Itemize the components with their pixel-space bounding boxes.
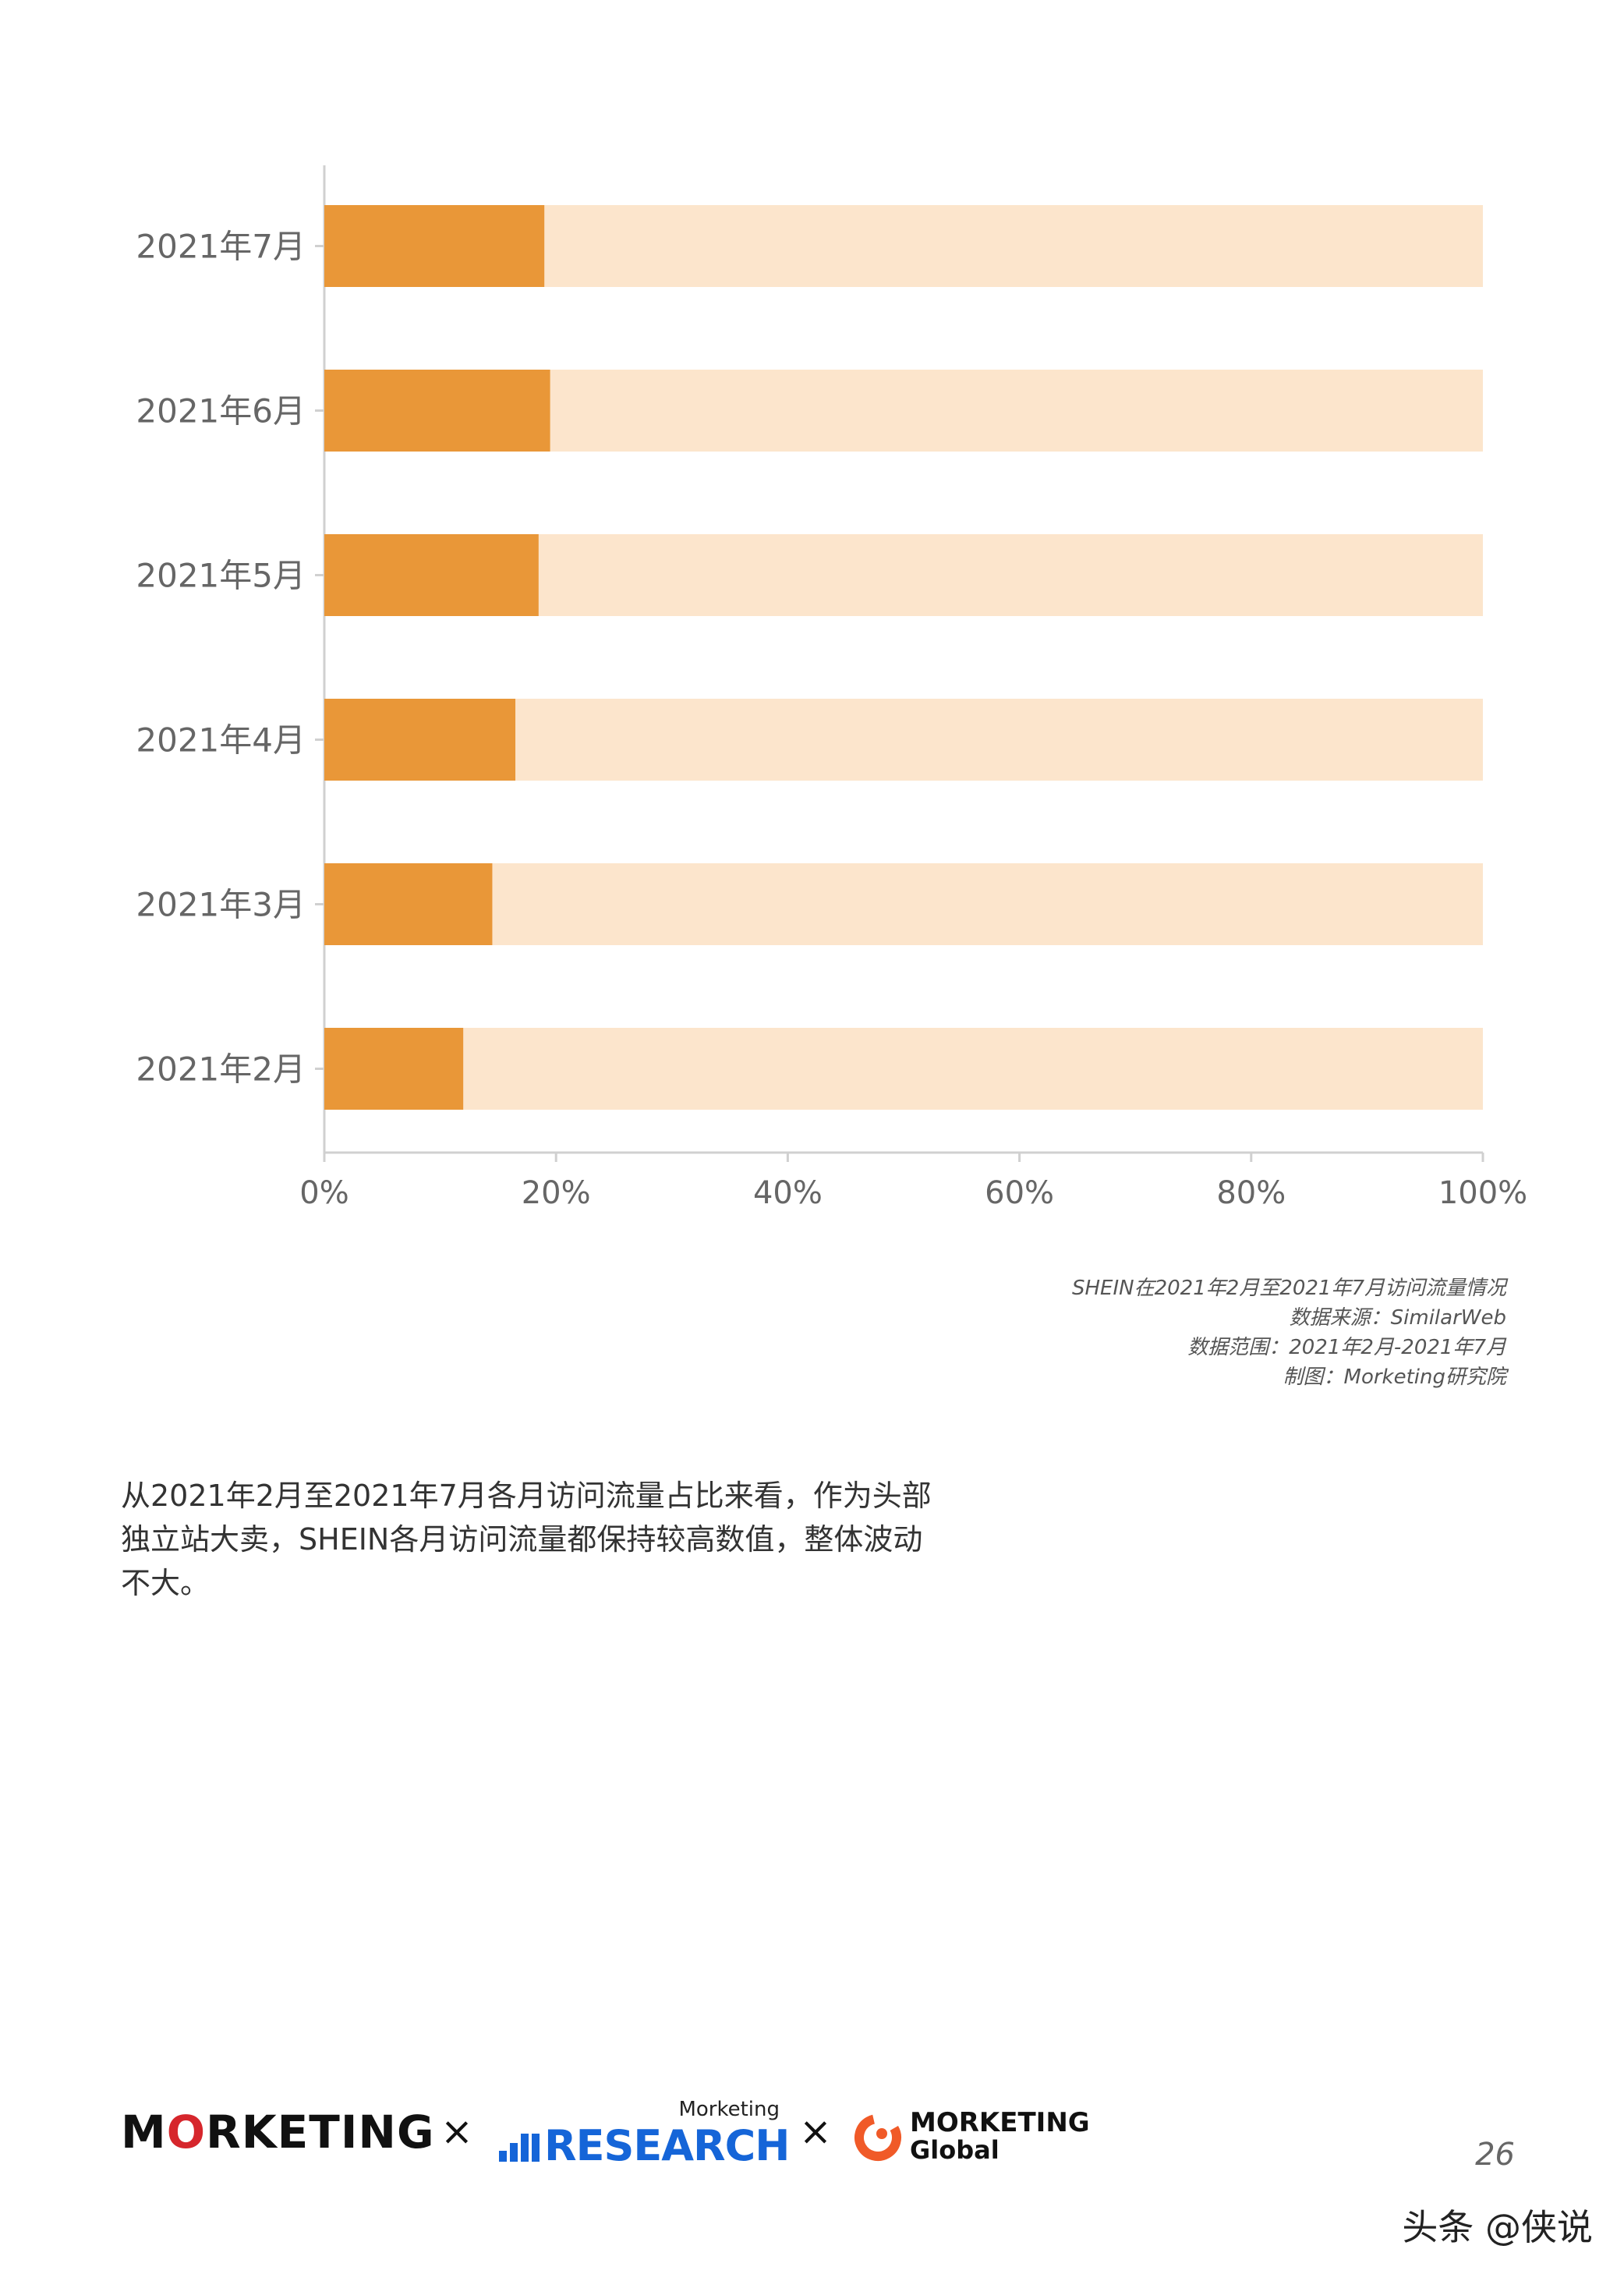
research-logo-text: RESEARCH xyxy=(544,2121,790,2170)
bar-share xyxy=(324,205,545,287)
research-logo-small-text: Morketing xyxy=(678,2098,780,2121)
footer-logos: MORKETING × Morketing RESEARCH × MORKETI… xyxy=(121,2098,1134,2170)
caption-author: 制图：Morketing研究院 xyxy=(1283,1365,1506,1389)
bar-remainder xyxy=(538,534,1484,616)
morketing-research-logo: Morketing RESEARCH xyxy=(499,2098,790,2170)
caption-source: 数据来源：SimilarWeb xyxy=(1289,1306,1506,1330)
bar-share xyxy=(324,534,539,616)
global-logo-line1: MORKETING xyxy=(910,2107,1090,2138)
body-line-3: 不大。 xyxy=(121,1566,211,1600)
x-tick-label: 60% xyxy=(985,1175,1054,1211)
bar-share xyxy=(324,1028,464,1110)
chart-labels: 0% 20% 40% 60% 80% 100% 2021年7月 2021年6月 2021年5月 2… xyxy=(136,228,1527,1212)
bar-remainder xyxy=(463,1028,1483,1110)
times-symbol-2: × xyxy=(799,2109,832,2154)
global-logo-icon xyxy=(854,2114,901,2161)
x-tick-label: 100% xyxy=(1438,1175,1527,1211)
morketing-o-mark: O xyxy=(166,2106,207,2159)
bar-remainder xyxy=(550,370,1483,452)
y-tick-label: 2021年5月 xyxy=(136,557,306,595)
caption-range: 数据范围：2021年2月-2021年7月 xyxy=(1187,1336,1506,1359)
y-tick-label: 2021年7月 xyxy=(136,228,306,266)
bar-chart: 0% 20% 40% 60% 80% 100% 2021年7月 2021年6月 2021年5月 2… xyxy=(136,165,1527,1212)
research-bars-icon xyxy=(499,2134,546,2162)
body-paragraph: 从2021年2月至2021年7月各月访问流量占比来看，作为头部 独立站大卖，SH… xyxy=(121,1474,963,1605)
y-tick-label: 2021年2月 xyxy=(136,1050,306,1089)
bar-share xyxy=(324,370,550,452)
global-logo-line2: Global xyxy=(910,2135,1000,2165)
bar-remainder xyxy=(515,699,1484,781)
morketing-logo: MORKETING xyxy=(121,2106,435,2159)
chart-bars xyxy=(324,205,1484,1110)
body-line-1: 从2021年2月至2021年7月各月访问流量占比来看，作为头部 xyxy=(121,1479,932,1513)
bar-share xyxy=(324,863,493,945)
x-tick-label: 40% xyxy=(753,1175,823,1211)
body-line-2: 独立站大卖，SHEIN各月访问流量都保持较高数值，整体波动 xyxy=(121,1522,923,1557)
y-tick-label: 2021年6月 xyxy=(136,392,306,430)
y-tick-label: 2021年4月 xyxy=(136,721,306,760)
bar-share xyxy=(324,699,516,781)
x-tick-label: 20% xyxy=(522,1175,591,1211)
bar-remainder xyxy=(544,205,1483,287)
morketing-global-logo: MORKETING Global xyxy=(854,2102,1103,2168)
caption-title: SHEIN在2021年2月至2021年7月访问流量情况 xyxy=(1071,1277,1506,1300)
chart-caption: SHEIN在2021年2月至2021年7月访问流量情况 数据来源：Similar… xyxy=(1072,1273,1506,1392)
x-tick-label: 80% xyxy=(1216,1175,1286,1211)
bar-remainder xyxy=(492,863,1483,945)
page-number: 26 xyxy=(1475,2137,1515,2173)
chart-axes xyxy=(315,165,1484,1162)
times-symbol-1: × xyxy=(440,2109,473,2154)
watermark-text: 头条 @侠说 xyxy=(1402,2206,1593,2248)
y-tick-label: 2021年3月 xyxy=(136,886,306,924)
x-tick-label: 0% xyxy=(299,1175,349,1211)
